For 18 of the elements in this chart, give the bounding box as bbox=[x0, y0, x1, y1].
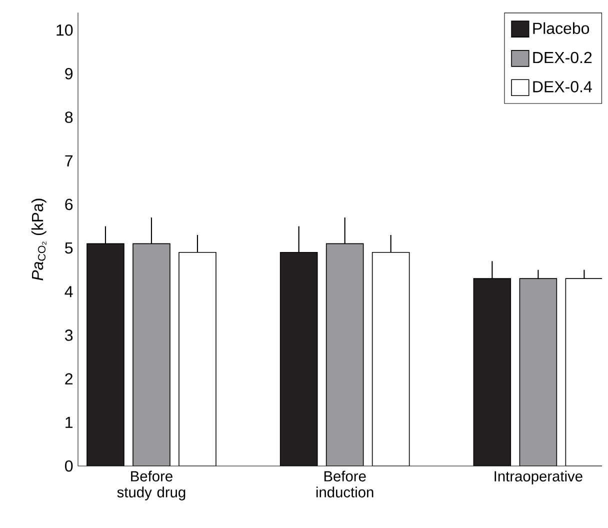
y-tick-label: 7 bbox=[65, 155, 72, 166]
legend-label: DEX-0.4 bbox=[533, 81, 592, 92]
y-tick-label: 2 bbox=[65, 373, 72, 384]
legend-label: DEX-0.2 bbox=[533, 52, 592, 64]
y-tick-label: 5 bbox=[65, 242, 73, 254]
y-tick-label: 3 bbox=[65, 330, 73, 341]
y-tick-label: 6 bbox=[65, 198, 73, 210]
x-tick-label: Intraoperative bbox=[494, 470, 582, 484]
legend-label: Placebo bbox=[533, 22, 590, 34]
y-tick-label: 10 bbox=[56, 24, 73, 36]
y-tick-label: 0 bbox=[65, 460, 73, 472]
x-tick-label: Before study drug bbox=[117, 470, 186, 500]
y-tick-label: 4 bbox=[64, 286, 73, 298]
x-tick-label: Before induction bbox=[316, 470, 374, 498]
y-tick-label: 1 bbox=[66, 416, 73, 428]
y-tick-label: 8 bbox=[65, 112, 73, 123]
y-axis-title: Pa$_{CO₂}$ (kPa) bbox=[31, 198, 46, 280]
y-tick-label: 9 bbox=[65, 68, 73, 80]
